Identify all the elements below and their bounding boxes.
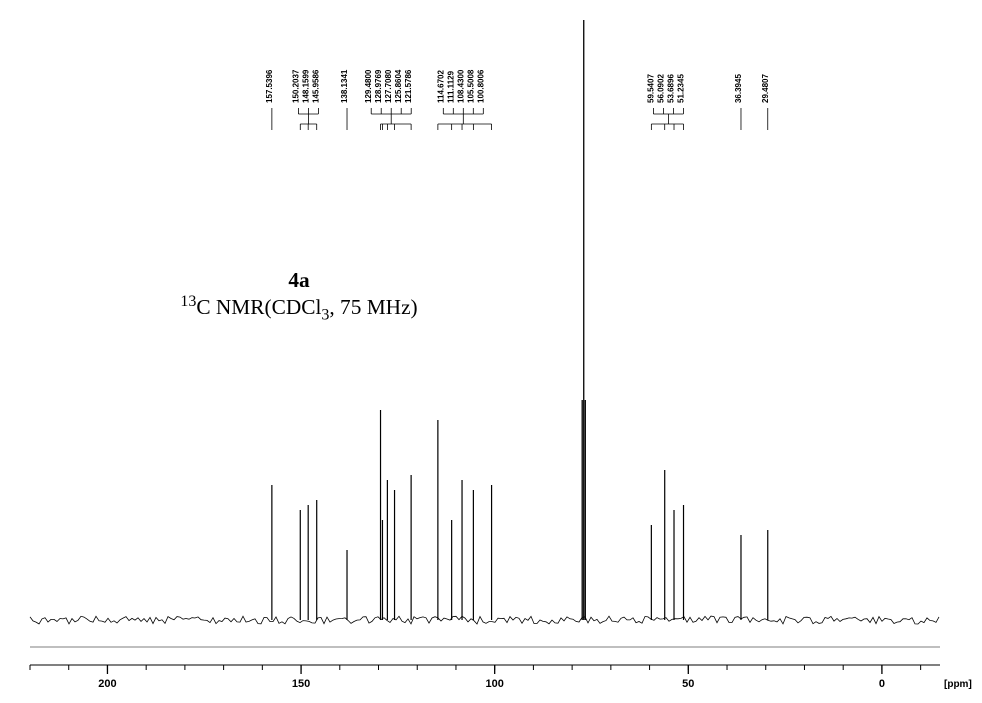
svg-text:56.0902: 56.0902 <box>656 74 665 103</box>
svg-text:114.6702: 114.6702 <box>436 70 445 103</box>
svg-text:150: 150 <box>292 678 310 690</box>
spectrum-annotation: 4a 13C NMR(CDCl3, 75 MHz) <box>179 268 419 324</box>
svg-text:[ppm]: [ppm] <box>944 679 972 690</box>
svg-text:29.4807: 29.4807 <box>761 74 770 103</box>
svg-text:100.8006: 100.8006 <box>476 69 485 103</box>
method-label: 13C NMR(CDCl3, 75 MHz) <box>179 293 419 324</box>
svg-text:50: 50 <box>682 678 694 690</box>
svg-text:59.5407: 59.5407 <box>646 74 655 103</box>
svg-text:148.1599: 148.1599 <box>301 69 310 103</box>
compound-label: 4a <box>179 268 419 293</box>
svg-text:111.1129: 111.1129 <box>446 70 455 103</box>
svg-text:128.9769: 128.9769 <box>374 69 383 103</box>
svg-text:0: 0 <box>879 678 885 690</box>
svg-text:150.2037: 150.2037 <box>291 69 300 103</box>
svg-text:125.8604: 125.8604 <box>394 69 403 103</box>
svg-text:200: 200 <box>98 678 116 690</box>
svg-text:157.5396: 157.5396 <box>265 69 274 103</box>
svg-text:108.4300: 108.4300 <box>456 69 465 103</box>
svg-text:53.6896: 53.6896 <box>666 74 675 103</box>
svg-text:100: 100 <box>486 678 504 690</box>
svg-text:121.5786: 121.5786 <box>404 69 413 103</box>
svg-text:105.5008: 105.5008 <box>466 69 475 103</box>
svg-text:127.7080: 127.7080 <box>384 69 393 103</box>
svg-text:51.2345: 51.2345 <box>676 74 685 103</box>
svg-text:129.4800: 129.4800 <box>364 69 373 103</box>
nmr-spectrum: 200 150 100 50 0 [ppm] 157.5396 150.2037148.159… <box>0 0 982 703</box>
svg-text:145.9586: 145.9586 <box>311 69 320 103</box>
svg-text:36.3945: 36.3945 <box>734 74 743 103</box>
svg-text:138.1341: 138.1341 <box>340 69 349 103</box>
